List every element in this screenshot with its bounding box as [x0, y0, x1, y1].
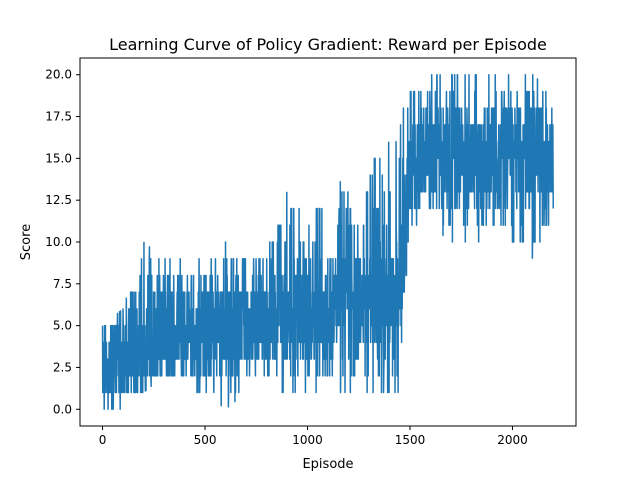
x-axis-label: Episode	[302, 457, 353, 472]
series-line-0	[101, 73, 554, 411]
chart-title: Learning Curve of Policy Gradient: Rewar…	[109, 35, 547, 54]
x-tick-label: 0	[99, 433, 107, 447]
y-tick-label: 7.5	[53, 277, 72, 291]
y-axis-label: Score	[19, 224, 34, 260]
y-tick-label: 0.0	[53, 402, 72, 416]
y-tick-label: 10.0	[45, 235, 72, 249]
y-tick-label: 17.5	[45, 110, 72, 124]
x-tick-label: 1500	[395, 433, 426, 447]
plot-area: 0 500 1000 1500 2000 0.0 2.5 5.0 7.5 10.0 12.5 15.0…	[45, 57, 577, 447]
y-tick-label: 20.0	[45, 68, 72, 82]
y-tick-label: 15.0	[45, 151, 72, 165]
y-tick-label: 12.5	[45, 193, 72, 207]
y-tick-label: 5.0	[53, 319, 72, 333]
x-tick-label: 2000	[497, 433, 528, 447]
x-tick-label: 1000	[292, 433, 323, 447]
x-tick-label: 500	[194, 433, 217, 447]
y-tick-label: 2.5	[53, 360, 72, 374]
